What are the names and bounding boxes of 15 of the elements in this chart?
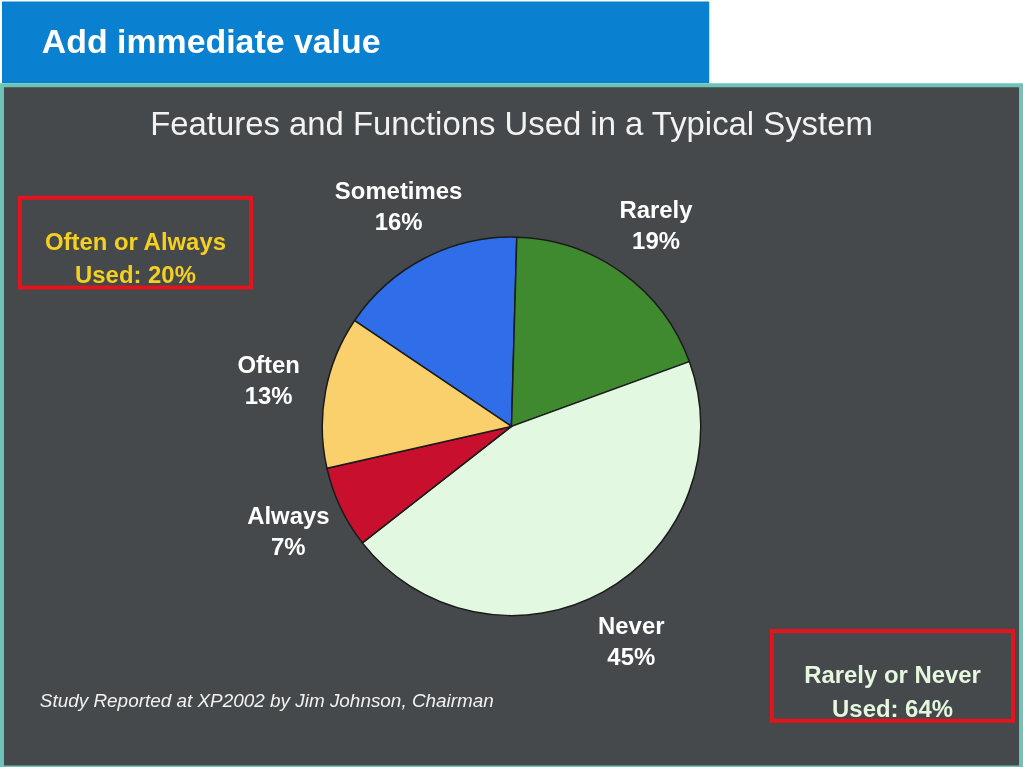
text: Study Reported at XP2002 by Jim Johnson, Chairman	[39, 689, 494, 711]
data-label: 7%	[271, 533, 306, 561]
slice-label: Never	[598, 612, 665, 640]
data-label: 19%	[632, 226, 680, 254]
chart-title: Add immediate value	[41, 22, 381, 61]
slice-label: Often	[237, 350, 300, 378]
data-label: 16%	[374, 207, 423, 235]
text: Rarely or Never Used: 64%	[804, 660, 981, 722]
data-label: 45%	[607, 643, 656, 671]
slice-label: Always	[247, 502, 330, 530]
slice-label: Rarely	[619, 196, 694, 224]
chart-subtitle: Features and Functions Used in a Typical System	[150, 104, 873, 142]
data-label: 13%	[244, 381, 293, 409]
slice-label: Sometimes	[334, 176, 463, 204]
text: Often or Always Used: 20%	[44, 227, 226, 289]
